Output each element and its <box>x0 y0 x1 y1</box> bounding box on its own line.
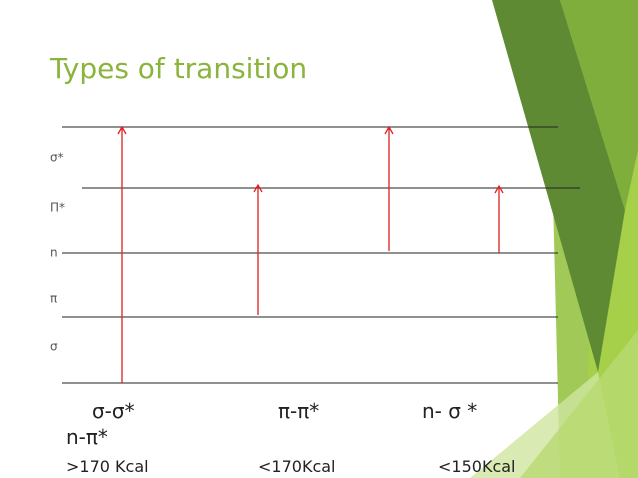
energy-label: >170 Kcal <box>66 457 149 476</box>
level-label: σ* <box>50 151 64 165</box>
title: Types of transition <box>49 52 307 85</box>
transition-arrows <box>117 125 504 383</box>
energy-label: <170Kcal <box>258 457 335 476</box>
decoration <box>470 0 638 478</box>
level-label: Π* <box>50 201 65 215</box>
level-label: σ <box>50 340 58 354</box>
transition-label: n- σ * <box>422 399 477 423</box>
level-label: n <box>50 246 58 260</box>
transition-label: π-π* <box>278 399 319 423</box>
transition-label: n-π* <box>66 425 108 449</box>
level-label: π <box>50 292 57 306</box>
energy-label: <150Kcal <box>438 457 515 476</box>
transition-label: σ-σ* <box>92 399 135 423</box>
